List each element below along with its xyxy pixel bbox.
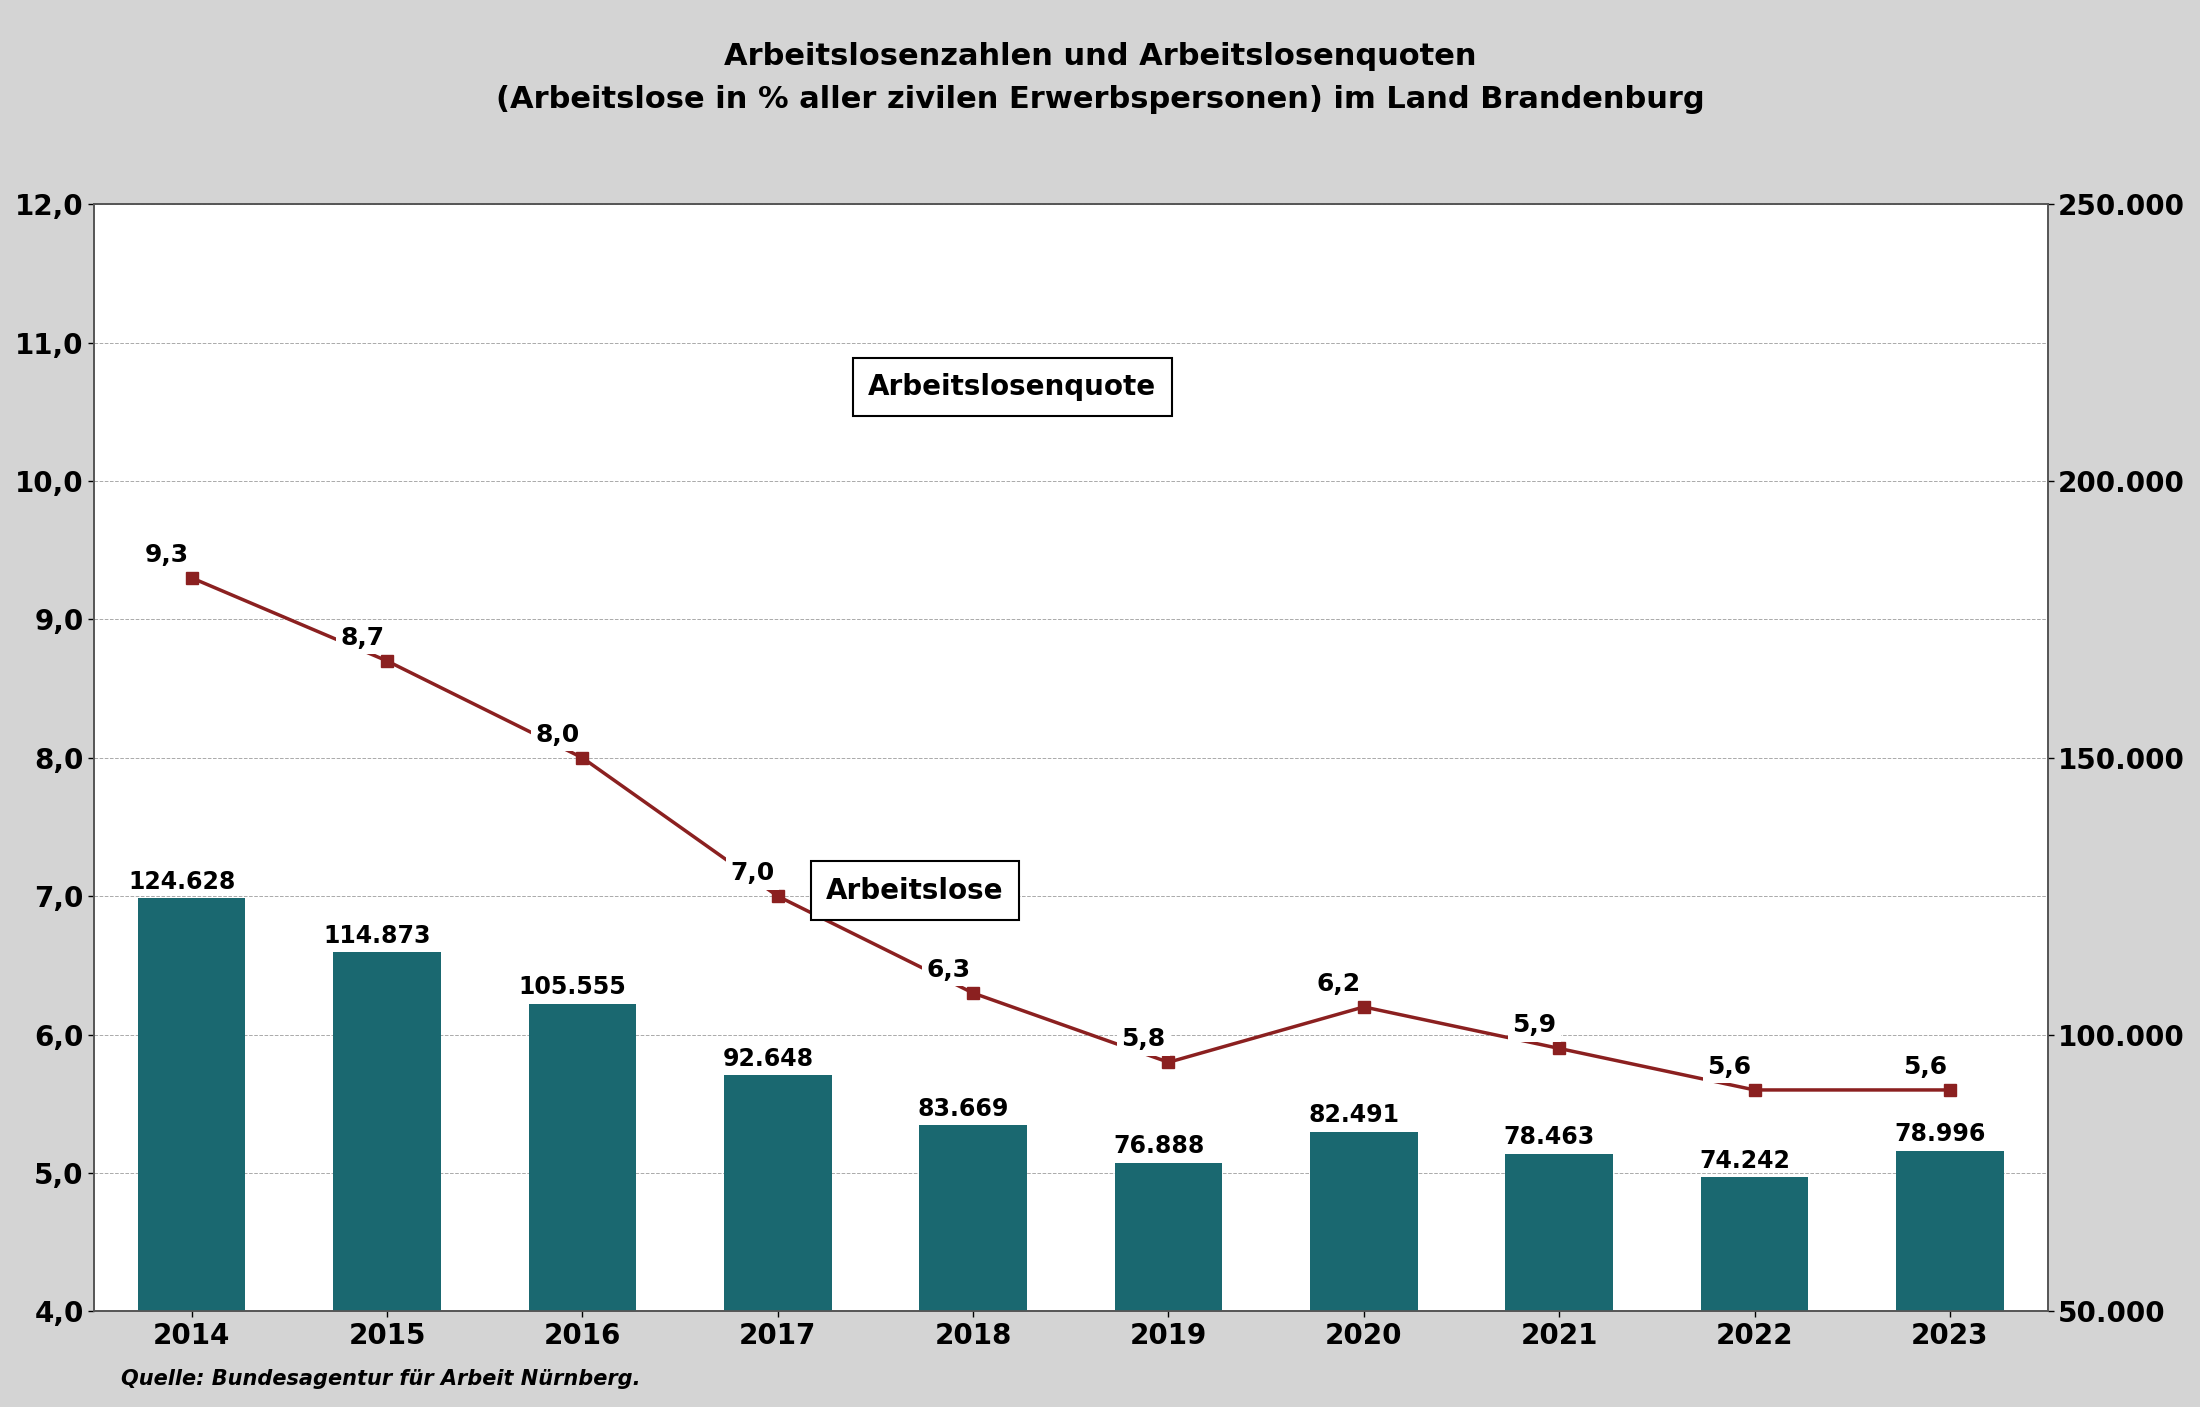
Bar	[528, 1003, 636, 1407]
Text: 6,2: 6,2	[1318, 972, 1362, 996]
Text: 83.669: 83.669	[917, 1096, 1010, 1120]
Text: 5,9: 5,9	[1511, 1013, 1555, 1037]
Text: 6,3: 6,3	[926, 958, 970, 982]
Text: 5,6: 5,6	[1903, 1055, 1947, 1079]
Text: 5,8: 5,8	[1122, 1027, 1166, 1051]
Text: Arbeitslosenquote: Arbeitslosenquote	[869, 373, 1157, 401]
Text: 114.873: 114.873	[323, 924, 431, 948]
Text: 78.996: 78.996	[1894, 1123, 1987, 1147]
Bar	[724, 1075, 832, 1407]
Text: 78.463: 78.463	[1505, 1126, 1595, 1150]
Text: Arbeitslose: Arbeitslose	[825, 877, 1003, 905]
Text: 8,7: 8,7	[341, 626, 385, 650]
Bar	[139, 898, 246, 1407]
Text: 124.628: 124.628	[128, 870, 235, 893]
Text: 92.648: 92.648	[722, 1047, 814, 1071]
Bar	[920, 1126, 1027, 1407]
Text: Quelle: Bundesagentur für Arbeit Nürnberg.: Quelle: Bundesagentur für Arbeit Nürnber…	[121, 1369, 640, 1389]
Text: 7,0: 7,0	[730, 861, 774, 885]
Text: 76.888: 76.888	[1113, 1134, 1203, 1158]
Bar	[1311, 1131, 1417, 1407]
Bar	[1115, 1162, 1223, 1407]
Bar	[1505, 1154, 1613, 1407]
Text: 8,0: 8,0	[535, 723, 579, 747]
Text: 82.491: 82.491	[1309, 1103, 1399, 1127]
Bar	[1701, 1178, 1808, 1407]
Text: 5,6: 5,6	[1707, 1055, 1751, 1079]
Text: 105.555: 105.555	[519, 975, 627, 999]
Text: 9,3: 9,3	[145, 543, 189, 567]
Text: Arbeitslosenzahlen und Arbeitslosenquoten
(Arbeitslose in % aller zivilen Erwerb: Arbeitslosenzahlen und Arbeitslosenquote…	[495, 42, 1705, 114]
Bar	[334, 953, 440, 1407]
Bar	[1896, 1151, 2004, 1407]
Text: 74.242: 74.242	[1698, 1148, 1791, 1173]
